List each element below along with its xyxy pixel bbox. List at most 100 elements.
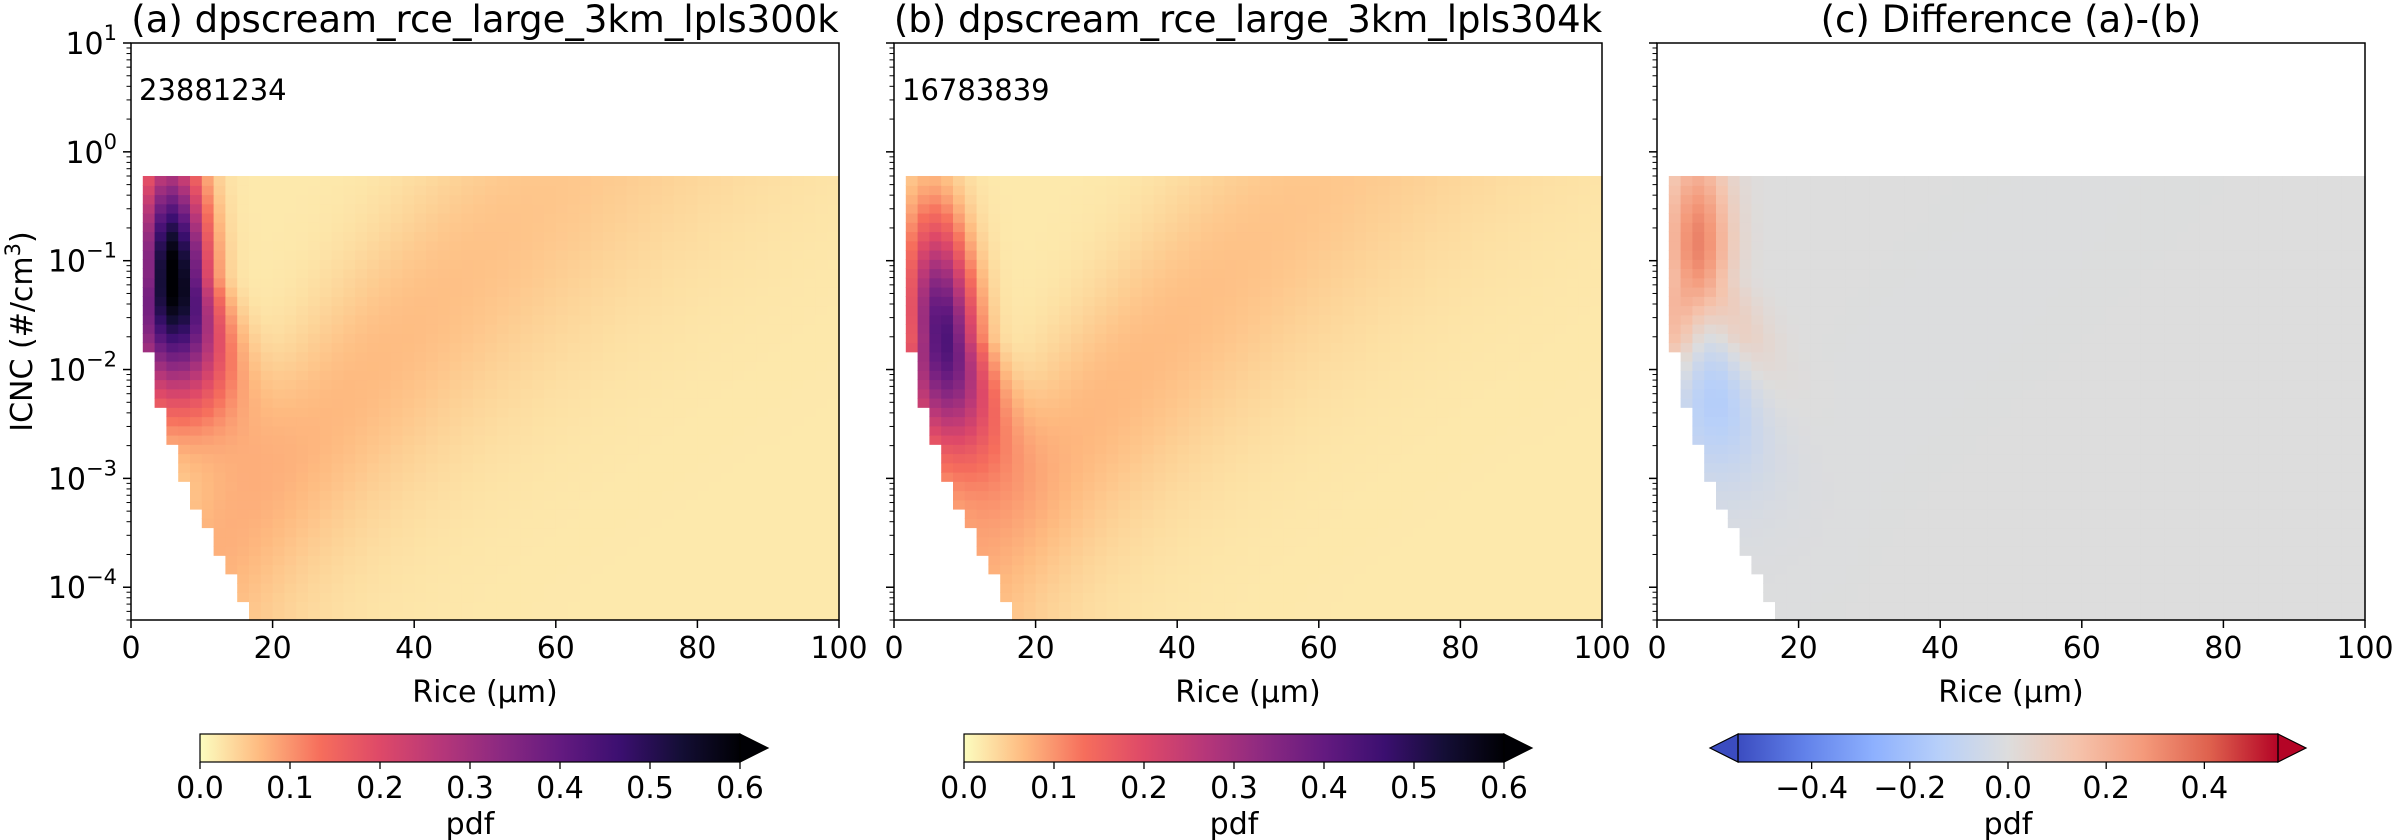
- heatmap-cell: [272, 601, 285, 612]
- heatmap-cell: [284, 212, 297, 223]
- heatmap-cell: [201, 305, 215, 316]
- heatmap-cell: [1401, 388, 1414, 399]
- heatmap-cell: [1425, 361, 1438, 371]
- heatmap-cell: [213, 435, 226, 445]
- heatmap-cell: [166, 361, 179, 371]
- heatmap-cell: [1189, 351, 1202, 362]
- heatmap-cell: [1035, 610, 1048, 621]
- heatmap-cell: [1578, 351, 1591, 362]
- heatmap-cell: [1071, 592, 1084, 603]
- heatmap-cell: [1212, 610, 1225, 621]
- heatmap-cell: [626, 194, 639, 205]
- heatmap-cell: [343, 240, 356, 251]
- heatmap-cell: [917, 370, 930, 381]
- heatmap-cell: [1554, 333, 1568, 344]
- heatmap-cell: [1271, 527, 1284, 538]
- heatmap-cell: [190, 203, 203, 214]
- heatmap-cell: [1153, 536, 1166, 547]
- heatmap-cell: [402, 573, 415, 584]
- heatmap-cell: [1495, 472, 1509, 482]
- heatmap-cell: [496, 462, 510, 473]
- heatmap-cell: [917, 388, 930, 399]
- heatmap-cell: [626, 203, 639, 214]
- heatmap-cell: [272, 425, 285, 436]
- heatmap-cell: [988, 351, 1001, 362]
- heatmap-cell: [1401, 472, 1414, 482]
- heatmap-cell: [1590, 314, 1603, 325]
- heatmap-cell: [508, 472, 521, 482]
- heatmap-cell: [331, 583, 344, 593]
- heatmap-cell: [1472, 592, 1485, 603]
- heatmap-cell: [756, 370, 769, 381]
- heatmap-cell: [1118, 610, 1131, 621]
- heatmap-cell: [1566, 536, 1579, 547]
- heatmap-cell: [1401, 610, 1414, 621]
- heatmap-cell: [213, 342, 226, 353]
- heatmap-cell: [803, 287, 816, 297]
- heatmap-cell: [650, 342, 663, 353]
- heatmap-cell: [1554, 490, 1568, 501]
- heatmap-cell: [378, 305, 392, 316]
- heatmap-cell: [1000, 573, 1013, 584]
- heatmap-cell: [780, 379, 793, 390]
- heatmap-cell: [426, 351, 439, 362]
- heatmap-cell: [697, 444, 710, 455]
- heatmap-cell: [803, 324, 816, 334]
- sample-count: 23881234: [139, 73, 287, 107]
- heatmap-cell: [1189, 398, 1202, 408]
- heatmap-cell: [1354, 499, 1367, 510]
- heatmap-cell: [485, 527, 498, 538]
- heatmap-cell: [744, 203, 757, 214]
- heatmap-cell: [1330, 610, 1343, 621]
- heatmap-cell: [579, 361, 592, 371]
- heatmap-cell: [237, 333, 250, 344]
- heatmap-cell: [1472, 583, 1485, 593]
- heatmap-cell: [1342, 305, 1355, 316]
- heatmap-cell: [213, 490, 226, 501]
- heatmap-cell: [508, 518, 521, 529]
- heatmap-cell: [1330, 314, 1343, 325]
- heatmap-cell: [308, 351, 321, 362]
- heatmap-cell: [803, 546, 816, 556]
- heatmap-cell: [1200, 527, 1214, 538]
- heatmap-cell: [343, 610, 356, 621]
- heatmap-cell: [673, 175, 687, 186]
- heatmap-cell: [905, 333, 919, 344]
- heatmap-cell: [1153, 277, 1166, 288]
- heatmap-cell: [166, 250, 179, 260]
- heatmap-cell: [1224, 573, 1237, 584]
- heatmap-cell: [768, 370, 781, 381]
- heatmap-cell: [555, 564, 569, 575]
- heatmap-cell: [662, 481, 675, 492]
- heatmap-cell: [1295, 509, 1308, 519]
- heatmap-cell: [1448, 546, 1461, 556]
- heatmap-cell: [1354, 296, 1367, 307]
- heatmap-cell: [213, 287, 226, 297]
- heatmap-cell: [1012, 435, 1025, 445]
- heatmap-cell: [827, 472, 840, 482]
- heatmap-cell: [1578, 536, 1591, 547]
- heatmap-cell: [941, 462, 954, 473]
- heatmap-cell: [650, 231, 663, 242]
- heatmap-cell: [1177, 351, 1190, 362]
- heatmap-cell: [1094, 592, 1107, 603]
- heatmap-cell: [343, 555, 356, 566]
- heatmap-cell: [1165, 416, 1178, 427]
- heatmap-cell: [1330, 407, 1343, 418]
- heatmap-cell: [662, 333, 675, 344]
- heatmap-cell: [1035, 277, 1048, 288]
- heatmap-cell: [591, 287, 604, 297]
- heatmap-cell: [768, 342, 781, 353]
- heatmap-cell: [296, 481, 309, 492]
- heatmap-cell: [461, 518, 474, 529]
- heatmap-cell: [1554, 453, 1568, 464]
- heatmap-cell: [1318, 472, 1332, 482]
- heatmap-cell: [142, 194, 156, 205]
- heatmap-cell: [953, 490, 966, 501]
- heatmap-cell: [201, 416, 215, 427]
- heatmap-cell: [319, 499, 333, 510]
- heatmap-cell: [1436, 453, 1450, 464]
- heatmap-cell: [402, 185, 415, 196]
- heatmap-cell: [367, 435, 380, 445]
- heatmap-cell: [744, 398, 757, 408]
